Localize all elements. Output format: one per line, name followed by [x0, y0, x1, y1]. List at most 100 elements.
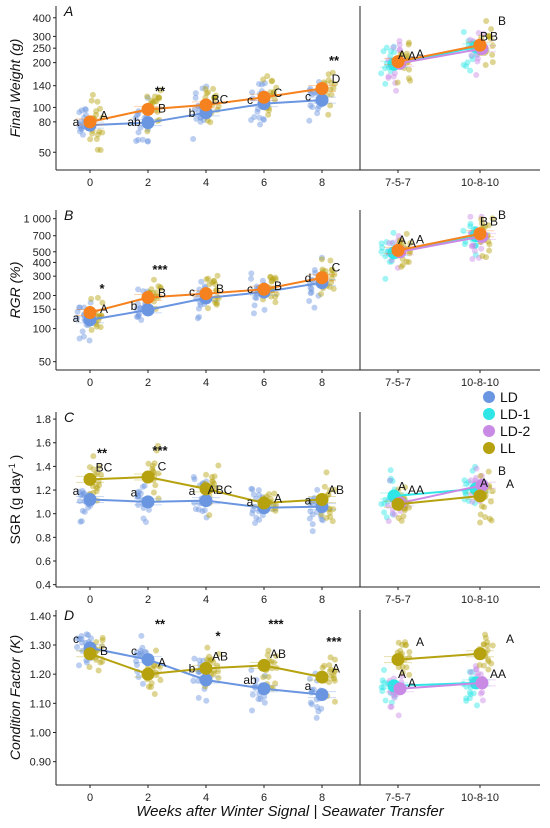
data-point	[133, 649, 140, 656]
data-point	[317, 512, 324, 519]
data-point	[390, 692, 397, 699]
data-point	[272, 299, 279, 306]
data-point	[78, 633, 85, 640]
data-point	[406, 649, 413, 656]
data-point	[76, 304, 83, 311]
mean-point-LL	[199, 661, 213, 675]
data-point	[308, 289, 315, 296]
data-point	[467, 220, 474, 227]
data-point	[473, 666, 480, 673]
significance-label: a	[305, 679, 312, 693]
data-point	[272, 274, 279, 281]
data-point	[472, 242, 479, 249]
data-point	[483, 17, 490, 24]
data-point	[149, 463, 156, 470]
data-point	[78, 125, 85, 132]
data-point	[327, 513, 334, 520]
data-point	[465, 37, 472, 44]
data-point	[405, 41, 412, 48]
data-point	[157, 285, 164, 292]
data-point	[76, 498, 83, 505]
data-point	[397, 647, 404, 654]
data-point	[265, 647, 272, 654]
data-point	[329, 69, 336, 76]
data-point	[94, 294, 101, 301]
data-point	[466, 689, 473, 696]
significance-label: B	[498, 14, 506, 28]
data-point	[94, 469, 101, 476]
significance-label: **	[155, 617, 166, 632]
data-point	[201, 507, 208, 514]
significance-label: A	[490, 667, 498, 681]
data-point	[95, 478, 102, 485]
significance-label: A	[274, 491, 282, 505]
data-point	[81, 490, 88, 497]
data-point	[393, 87, 400, 94]
data-point	[93, 488, 100, 495]
mean-point-LL	[199, 287, 213, 301]
data-point	[330, 85, 337, 92]
y-tick-label: 400	[33, 257, 51, 269]
data-point	[152, 482, 159, 489]
data-point	[330, 285, 337, 292]
data-point	[265, 111, 272, 118]
data-point	[382, 697, 389, 704]
significance-label: b	[189, 106, 196, 120]
data-point	[308, 686, 315, 693]
x-tick-label: 2	[145, 177, 151, 189]
data-point	[382, 275, 389, 282]
data-point	[328, 666, 335, 673]
data-point	[271, 96, 278, 103]
data-point	[211, 480, 218, 487]
data-point	[378, 684, 385, 691]
data-point	[148, 97, 155, 104]
data-point	[331, 668, 338, 675]
data-point	[209, 478, 216, 485]
data-point	[139, 644, 146, 651]
x-tick-label: 6	[261, 377, 267, 389]
mean-point-LL	[141, 667, 155, 681]
mean-point-LL	[257, 282, 271, 296]
data-point	[79, 507, 86, 514]
data-point	[311, 267, 318, 274]
data-point	[401, 484, 408, 491]
data-point	[211, 297, 218, 304]
y-tick-label: 0.8	[36, 532, 51, 544]
data-point	[380, 48, 387, 55]
significance-label: A	[100, 302, 108, 316]
data-point	[192, 505, 199, 512]
data-point	[191, 476, 198, 483]
data-point	[97, 471, 104, 478]
data-point	[135, 492, 142, 499]
data-point	[83, 631, 90, 638]
mean-point-LL	[391, 55, 405, 69]
x-tick-label: 0	[87, 792, 93, 804]
data-point	[256, 492, 263, 499]
data-point	[272, 293, 279, 300]
data-point	[272, 680, 279, 687]
data-point	[211, 94, 218, 101]
data-point	[398, 237, 405, 244]
data-point	[308, 286, 315, 293]
data-point	[475, 254, 482, 261]
significance-label: ***	[152, 443, 168, 458]
legend-label: LD-1	[500, 406, 531, 422]
data-point	[405, 75, 412, 82]
data-point	[403, 258, 410, 265]
data-point	[134, 489, 141, 496]
data-point	[327, 257, 334, 264]
data-point	[210, 659, 217, 666]
data-point	[321, 662, 328, 669]
significance-label: BC	[96, 461, 113, 475]
data-point	[252, 294, 259, 301]
data-point	[478, 220, 485, 227]
data-point	[155, 495, 162, 502]
data-point	[463, 683, 470, 690]
data-point	[144, 128, 151, 135]
data-point	[203, 276, 210, 283]
data-point	[382, 65, 389, 72]
data-point	[135, 129, 142, 136]
data-point	[153, 98, 160, 105]
data-point	[331, 675, 338, 682]
